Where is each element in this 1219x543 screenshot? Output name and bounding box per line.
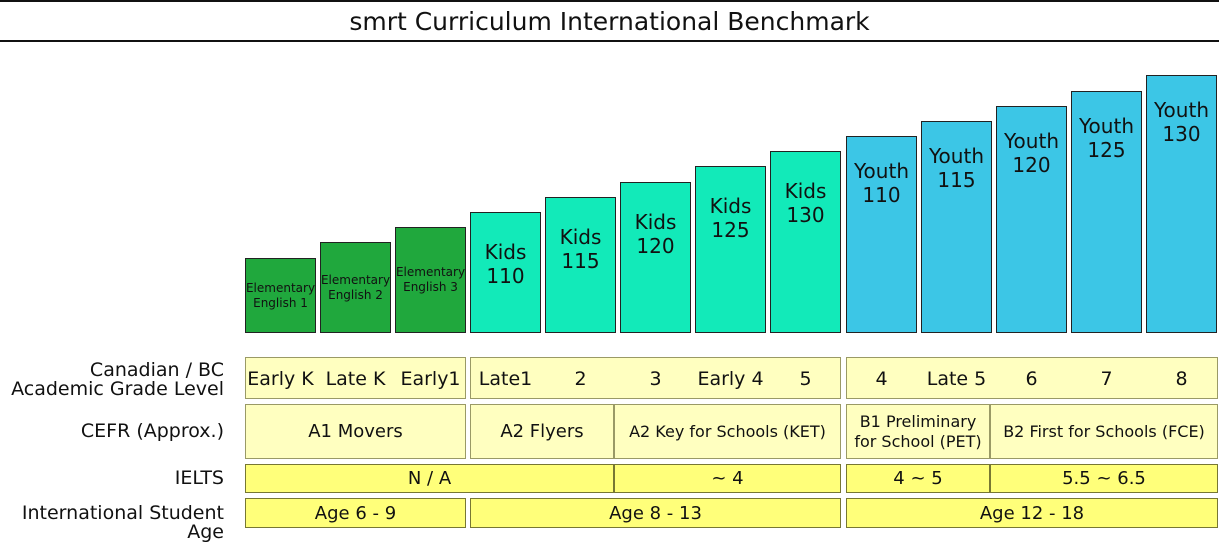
level-kids-120: Kids 120	[620, 182, 691, 333]
grade-item: Late K	[325, 368, 386, 390]
level-line1: Kids	[559, 225, 602, 249]
level-line2: 120	[636, 234, 675, 259]
level-line2: 125	[711, 218, 750, 243]
level-kids-125: Kids 125	[695, 166, 766, 333]
level-line1: Youth	[1154, 98, 1209, 122]
grade-item: 3	[649, 368, 662, 390]
grade-item: 6	[1025, 368, 1038, 390]
row-label-grade-line1: Canadian / BC	[89, 359, 224, 381]
level-line2: English 2	[328, 287, 383, 302]
level-youth-110: Youth 110	[846, 136, 917, 333]
ielts-approx-4: ~ 4	[614, 464, 841, 493]
level-line1: Kids	[784, 179, 827, 203]
grade-item: Early K	[247, 368, 314, 390]
level-line1: Youth	[854, 159, 909, 183]
row-label-cefr: CEFR (Approx.)	[80, 420, 224, 442]
level-kids-115: Kids 115	[545, 197, 616, 333]
level-elementary-english-1: Elementary English 1	[245, 258, 316, 333]
page-title: smrt Curriculum International Benchmark	[0, 0, 1219, 42]
row-label-age: International Student Age	[21, 502, 224, 543]
level-line1: Youth	[929, 144, 984, 168]
cefr-b1-pet: B1 Preliminary for School (PET)	[846, 404, 990, 459]
level-line2: 115	[937, 168, 976, 193]
level-line2: 120	[1012, 153, 1051, 178]
row-label-grade: Canadian / BC Academic Grade Level	[0, 361, 224, 399]
cefr-b1-pet-line1: B1 Preliminary	[859, 411, 977, 431]
level-kids-110: Kids 110	[470, 212, 541, 333]
ielts-na: N / A	[245, 464, 614, 493]
level-line2: 130	[786, 203, 825, 228]
age-6-9: Age 6 - 9	[245, 498, 466, 528]
grade-group-1	[245, 357, 466, 399]
cefr-b2-fce: B2 First for Schools (FCE)	[990, 404, 1218, 459]
row-label-ielts: IELTS	[174, 467, 224, 489]
level-line1: Kids	[484, 240, 527, 264]
grade-item: Early1	[400, 368, 461, 390]
grade-item: Late1	[478, 368, 533, 390]
level-kids-130: Kids 130	[770, 151, 841, 333]
grade-item: 2	[574, 368, 587, 390]
grade-item: 7	[1100, 368, 1113, 390]
level-line2: English 1	[253, 295, 308, 310]
level-youth-130: Youth 130	[1146, 75, 1217, 333]
level-line1: Kids	[709, 194, 752, 218]
ielts-4-to-5: 4 ~ 5	[846, 464, 990, 493]
level-line1: Elementary	[320, 272, 391, 287]
grade-item: Early 4	[697, 368, 764, 390]
grade-group-2	[470, 357, 841, 399]
row-label-grade-line2: Academic Grade Level	[11, 378, 224, 400]
level-line1: Elementary	[245, 280, 316, 295]
age-8-13: Age 8 - 13	[470, 498, 841, 528]
level-line1: Elementary	[395, 265, 466, 279]
level-youth-115: Youth 115	[921, 121, 992, 333]
ielts-5-5-to-6-5: 5.5 ~ 6.5	[990, 464, 1218, 493]
age-12-18: Age 12 - 18	[846, 498, 1218, 528]
grade-item: Late 5	[926, 368, 987, 390]
grade-group-3	[846, 357, 1218, 399]
level-line1: Kids	[634, 210, 677, 234]
grade-item: 4	[875, 368, 888, 390]
level-elementary-english-2: Elementary English 2	[320, 242, 391, 333]
grade-item: 8	[1175, 368, 1188, 390]
cefr-a2-flyers: A2 Flyers	[470, 404, 614, 459]
level-elementary-english-3: Elementary English 3	[395, 227, 466, 333]
level-line2: English 3	[403, 280, 458, 294]
level-line2: 125	[1087, 138, 1126, 163]
level-youth-125: Youth 125	[1071, 91, 1142, 333]
level-line2: 130	[1162, 122, 1201, 147]
title-text: smrt Curriculum International Benchmark	[349, 6, 870, 36]
level-line1: Youth	[1079, 114, 1134, 138]
level-line1: Youth	[1004, 129, 1059, 153]
cefr-a1-movers: A1 Movers	[245, 404, 466, 459]
level-line2: 110	[862, 183, 901, 208]
level-line2: 110	[486, 264, 525, 289]
cefr-a2-ket: A2 Key for Schools (KET)	[614, 404, 841, 459]
level-youth-120: Youth 120	[996, 106, 1067, 333]
cefr-b1-pet-line2: for School (PET)	[854, 431, 982, 451]
level-line2: 115	[561, 249, 600, 274]
grade-item: 5	[799, 368, 812, 390]
